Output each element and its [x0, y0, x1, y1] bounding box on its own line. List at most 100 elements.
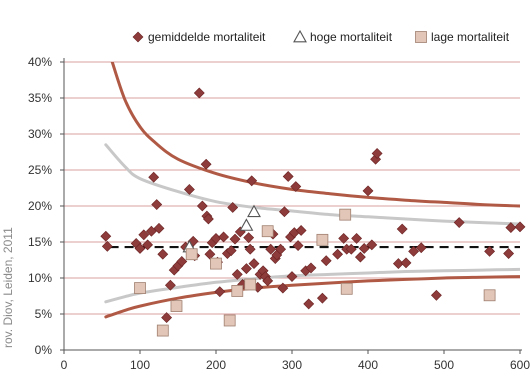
diamond-point [484, 245, 496, 257]
square-point [244, 278, 257, 291]
diamond-point [246, 175, 258, 187]
triangle-point [239, 218, 254, 231]
diamond-point [505, 222, 517, 234]
square-point [156, 324, 169, 337]
diamond-point [320, 255, 332, 267]
diamond-point [262, 275, 274, 287]
diamond-point [164, 279, 176, 291]
square-point [223, 314, 236, 327]
diamond-point [282, 171, 294, 182]
diamond-point [303, 298, 315, 310]
diamond-point [265, 243, 277, 255]
diamond-point [148, 171, 160, 183]
y-tick-label: 40% [28, 55, 52, 69]
diamond-point [244, 243, 256, 255]
diamond-point [338, 232, 350, 244]
diamond-point [161, 312, 173, 324]
diamond-point [354, 251, 366, 263]
y-tick-label: 35% [28, 91, 52, 105]
diamond-point [358, 243, 370, 254]
diamond-point [275, 243, 287, 255]
legend-square-marker [415, 31, 427, 43]
diamond-point [145, 225, 157, 237]
y-tick-label: 5% [35, 307, 53, 321]
outer-funnel-lower [104, 275, 520, 319]
diamond-point [278, 206, 290, 218]
square-point [210, 257, 222, 270]
diamond-point [243, 232, 255, 244]
diamond-point [231, 268, 243, 280]
diamond-point [134, 243, 146, 254]
diamond-point [295, 225, 307, 236]
diamond-point [362, 185, 374, 197]
legend-label: lage mortaliteit [431, 30, 510, 44]
square-point [134, 282, 146, 294]
diamond-point [503, 248, 515, 259]
x-tick-label: 600 [510, 358, 530, 372]
legend-label: hoge mortaliteit [310, 30, 393, 44]
diamond-point [204, 248, 216, 260]
y-tick-label: 15% [28, 235, 52, 249]
legend-triangle-marker [293, 29, 307, 43]
legend-diamond-marker [132, 31, 144, 43]
diamond-point [396, 223, 408, 235]
diamond-point [345, 243, 357, 255]
diamond-point [286, 271, 298, 282]
diamond-point [196, 200, 208, 212]
diamond-point [240, 263, 252, 275]
diamond-point [193, 87, 205, 99]
diamond-point [248, 258, 260, 270]
square-point [185, 248, 198, 261]
x-tick-label: 400 [358, 358, 378, 372]
diamond-point [183, 184, 195, 195]
axes [60, 58, 522, 354]
x-tick-label: 0 [61, 358, 68, 372]
square-point [339, 208, 352, 221]
diamond-point [415, 242, 427, 254]
diamond-point [100, 230, 112, 242]
triangle-point [247, 204, 261, 218]
x-tick-label: 200 [206, 358, 226, 372]
diamond-point [138, 229, 150, 241]
diamond-point [514, 221, 526, 233]
diamond-point [200, 158, 212, 170]
inner-funnel-upper [104, 143, 520, 226]
diamond-point [332, 248, 344, 260]
y-tick-label: 10% [28, 271, 52, 285]
side-caption: rov. Diov, Leiden, 2011 [1, 227, 15, 348]
square-point [340, 282, 353, 295]
diamond-point [142, 239, 154, 251]
square-point [261, 225, 274, 238]
diamond-point [151, 199, 163, 210]
diamond-point [351, 232, 363, 244]
diamond-point [176, 256, 188, 267]
diamond-point [400, 257, 412, 269]
diamond-point [371, 148, 383, 159]
y-tick-label: 30% [28, 127, 52, 141]
diamond-point [292, 240, 304, 252]
diamond-point [430, 289, 442, 301]
diamond-point [316, 292, 328, 304]
x-tick-label: 100 [130, 358, 150, 372]
diamond-point [101, 240, 113, 252]
diamond-point [202, 213, 214, 225]
diamond-point [153, 222, 165, 234]
x-tick-label: 500 [434, 358, 454, 372]
y-tick-label: 20% [28, 199, 52, 213]
tick-labels: 0% 5% 10% 15% 20% 25% 30% 35% 40% 0 100 200 300 400 50… [28, 55, 530, 372]
diamond-point [229, 233, 241, 245]
legend-label: gemiddelde mortaliteit [148, 30, 266, 44]
legend: gemiddelde mortaliteit hoge mortaliteit la… [132, 29, 510, 44]
diamond-point [366, 239, 378, 251]
square-point [316, 233, 329, 246]
diamond-point [408, 245, 420, 257]
x-tick-label: 300 [282, 358, 302, 372]
diamond-point [277, 282, 289, 294]
data-points [100, 87, 526, 337]
diamond-point [290, 181, 302, 192]
square-point [170, 300, 183, 312]
diamond-point [227, 202, 239, 213]
diamond-point [157, 248, 169, 260]
diamond-point [225, 245, 237, 257]
